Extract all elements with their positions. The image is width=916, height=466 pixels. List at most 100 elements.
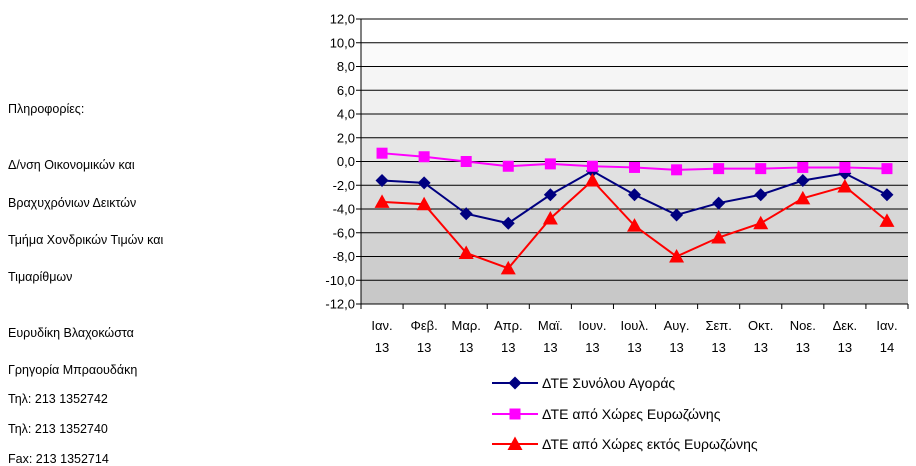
data-point [586,160,598,172]
x-tick-label-year: 14 [880,340,894,355]
data-point [416,196,432,211]
data-point [375,174,389,187]
legend-layer: ΔΤΕ Συνόλου Αγοράς ΔΤΕ από Χώρες Ευρωζώνη… [492,375,758,452]
x-tick-label: Φεβ. [410,318,437,333]
data-point [712,196,726,210]
data-point [880,188,894,202]
data-point [754,188,768,202]
x-tick-label: Ιουλ. [620,318,648,333]
x-tick-label: Νοε. [790,318,816,333]
legend-marker [509,408,521,420]
x-tick-label-year: 13 [375,340,389,355]
x-tick-label-year: 13 [501,340,515,355]
data-point [543,188,557,202]
plot-band [361,137,908,162]
x-tick-label: Απρ. [494,318,523,333]
data-point [628,188,641,202]
plot-band [361,280,908,304]
y-tick-label: 10,0 [330,35,355,50]
plot-band [361,66,908,91]
data-point [713,163,725,175]
x-tick-label: Οκτ. [748,318,773,333]
data-point [458,245,474,259]
x-tick-label-year: 13 [417,340,431,355]
y-tick-label: 0,0 [337,154,355,169]
x-tick-label: Ιαν. [371,318,392,333]
x-tick-label-year: 13 [711,340,725,355]
data-point [502,160,514,172]
x-tick-label-year: 13 [543,340,557,355]
data-point [501,216,515,230]
data-point [711,230,727,244]
data-point [753,215,769,230]
data-point [500,260,516,275]
y-tick-label: -2,0 [333,178,355,193]
plot-band [361,42,908,67]
x-tick-label: Μαρ. [452,318,481,333]
plot-band [361,19,908,43]
info-phone-2: Τηλ: 213 1352740 [8,422,108,436]
data-point [670,208,684,222]
data-point [459,207,473,221]
x-tick-label: Δεκ. [833,318,858,333]
data-point [837,178,853,193]
series-layer [374,147,895,275]
data-point [669,249,685,263]
data-point [544,158,556,170]
y-tick-label: -6,0 [333,225,355,240]
legend-marker [508,376,522,390]
y-tick-label: 2,0 [337,130,355,145]
y-tick-label: -8,0 [333,249,355,264]
y-tick-label: 8,0 [337,59,355,74]
data-point [417,176,431,190]
plot-band [361,114,908,138]
x-tick-label-year: 13 [627,340,641,355]
legend-entry: ΔΤΕ από Χώρες εκτός Ευρωζώνης [542,436,758,452]
data-point [797,161,809,173]
x-tick-label: Μαϊ. [538,318,563,333]
x-tick-label: Ιουν. [578,318,606,333]
data-point [627,218,642,232]
legend-entry: ΔΤΕ Συνόλου Αγοράς [542,375,675,391]
legend-entry: ΔΤΕ από Χώρες Ευρωζώνης [542,406,721,422]
data-point [795,190,811,205]
y-tick-label: -12,0 [325,297,355,312]
data-point [418,151,430,163]
plot-band [361,90,908,114]
y-tick-label: 12,0 [330,12,355,27]
data-point [460,156,472,167]
info-department-cont: Βραχυχρόνιων Δεικτών [8,196,137,210]
plot-band [361,232,908,257]
data-point [839,161,851,173]
data-point [879,213,895,227]
y-tick-label: -4,0 [333,202,355,217]
grid-layer [361,18,908,305]
data-point [629,161,640,173]
info-section-cont: Τιμαρίθμων [8,270,73,284]
plot-band [361,256,908,281]
x-tick-label: Ιαν. [876,318,897,333]
y-tick-label: 4,0 [337,107,355,122]
info-contact-name-2: Γρηγορία Μπραουδάκη [8,363,138,377]
data-point [376,147,388,159]
x-tick-label-year: 13 [459,340,473,355]
x-tick-label-year: 13 [585,340,599,355]
data-point [671,164,683,176]
info-heading: Πληροφορίες: [8,102,85,116]
info-department: Δ/νση Οικονομικών και [8,158,135,172]
data-point [881,163,893,175]
data-point [755,163,767,175]
axis-layer: 12,0 10,0 8,0 6,0 4,0 2,0 0,0 -2,0 -4,0 -6,0 -8,0 -… [325,12,909,355]
y-tick-label: -10,0 [325,273,355,288]
x-tick-label-year: 13 [669,340,683,355]
data-point [796,174,810,187]
x-tick-label: Σεπ. [705,318,731,333]
info-phone-1: Τηλ: 213 1352742 [8,392,108,406]
legend-marker [507,436,523,450]
data-point [374,194,390,208]
info-section: Τμήμα Χονδρικών Τιμών και [8,233,164,247]
data-point [542,211,558,225]
x-tick-label-year: 13 [796,340,810,355]
x-tick-label-year: 13 [838,340,852,355]
